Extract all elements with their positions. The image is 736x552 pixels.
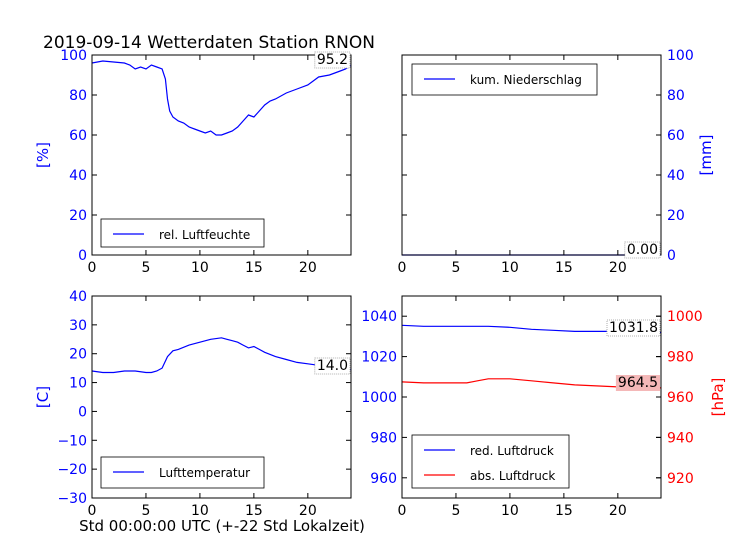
x-tick-label: 15 — [245, 260, 263, 276]
y-tick-label: 60 — [667, 128, 685, 144]
y-tick-label: 0 — [667, 248, 676, 264]
y-tick-label: 80 — [667, 88, 685, 104]
chart-panel-4 — [401, 295, 662, 499]
y-tick-label: 960 — [370, 471, 397, 487]
y-tick-label: 980 — [370, 430, 397, 446]
x-tick-label: 5 — [141, 260, 150, 276]
figure-title: 2019-09-14 Wetterdaten Station RNON — [43, 33, 375, 53]
series-line-3-1 — [91, 337, 352, 374]
x-axis-label: Std 00:00:00 UTC (+-22 Std Lokalzeit) — [79, 517, 365, 535]
x-tick-label: 0 — [88, 503, 97, 519]
series-line-1-1 — [91, 60, 352, 136]
y-tick-label: 1000 — [361, 390, 397, 406]
legend-box — [411, 434, 570, 489]
y-axis-label: [mm] — [697, 135, 715, 176]
x-tick-label: 5 — [141, 503, 150, 519]
x-tick-label: 15 — [245, 503, 263, 519]
y-tick-label: 20 — [69, 208, 87, 224]
y-tick-label: 20 — [667, 208, 685, 224]
y2-tick-label: 980 — [667, 350, 694, 366]
x-tick-label: 10 — [501, 260, 519, 276]
legend-entry: rel. Luftfeuchte — [159, 228, 250, 242]
y-tick-label: 100 — [667, 48, 694, 64]
chart-panel-3 — [91, 295, 352, 499]
last-value-label: 1031.8 — [609, 320, 658, 336]
x-tick-label: 20 — [299, 503, 317, 519]
y-tick-label: 30 — [69, 318, 87, 334]
last-value-box-2 — [615, 375, 660, 391]
last-value-label: 0.00 — [627, 242, 658, 258]
series-line-4-2 — [401, 378, 661, 389]
chart-panel-2 — [401, 54, 662, 256]
y2-tick-label: 960 — [667, 390, 694, 406]
x-tick-label: 5 — [451, 503, 460, 519]
y-tick-label: 0 — [78, 248, 87, 264]
y-tick-label: 60 — [69, 128, 87, 144]
y-tick-label: −30 — [57, 491, 87, 507]
x-tick-label: 20 — [299, 260, 317, 276]
last-value-box — [314, 51, 351, 69]
y-tick-label: −20 — [57, 462, 87, 478]
x-tick-label: 0 — [398, 260, 407, 276]
y-tick-label: 80 — [69, 88, 87, 104]
x-tick-label: 20 — [609, 503, 627, 519]
y-tick-label: 40 — [667, 168, 685, 184]
y-tick-label: 1020 — [361, 350, 397, 366]
y-tick-label: 0 — [78, 404, 87, 420]
y2-tick-label: 920 — [667, 471, 694, 487]
y2-tick-label: 940 — [667, 430, 694, 446]
last-value-box — [624, 241, 661, 259]
legend-entry: red. Luftdruck — [470, 444, 554, 458]
chart-panel-1 — [91, 54, 352, 256]
x-tick-label: 20 — [609, 260, 627, 276]
last-value-label-2: 964.5 — [618, 375, 658, 391]
x-tick-label: 10 — [501, 503, 519, 519]
last-value-label: 14.0 — [317, 358, 348, 374]
plot-frame — [91, 295, 352, 499]
y-tick-label: 1040 — [361, 309, 397, 325]
x-tick-label: 10 — [191, 260, 209, 276]
y-tick-label: 20 — [69, 347, 87, 363]
x-tick-label: 0 — [398, 503, 407, 519]
y-tick-label: 40 — [69, 168, 87, 184]
x-tick-label: 15 — [555, 503, 573, 519]
y2-tick-label: 1000 — [667, 309, 703, 325]
last-value-label: 95.2 — [317, 52, 348, 68]
y2-axis-label: [hPa] — [709, 378, 727, 417]
last-value-box — [314, 357, 351, 375]
legend-entry: Lufttemperatur — [159, 466, 250, 480]
y-tick-label: −10 — [57, 433, 87, 449]
legend-entry: kum. Niederschlag — [470, 73, 582, 87]
y-tick-label: 100 — [60, 48, 87, 64]
y-tick-label: 10 — [69, 376, 87, 392]
x-tick-label: 15 — [555, 260, 573, 276]
x-tick-label: 10 — [191, 503, 209, 519]
last-value-box — [606, 319, 661, 337]
x-tick-label: 5 — [451, 260, 460, 276]
plot-frame — [401, 54, 662, 256]
x-tick-label: 0 — [88, 260, 97, 276]
y-axis-label: [C] — [34, 386, 52, 408]
legend-entry: abs. Luftdruck — [470, 469, 555, 483]
legend-box — [100, 218, 265, 248]
y-tick-label: 40 — [69, 289, 87, 305]
plot-frame — [91, 54, 352, 256]
y-axis-label: [%] — [34, 142, 52, 168]
